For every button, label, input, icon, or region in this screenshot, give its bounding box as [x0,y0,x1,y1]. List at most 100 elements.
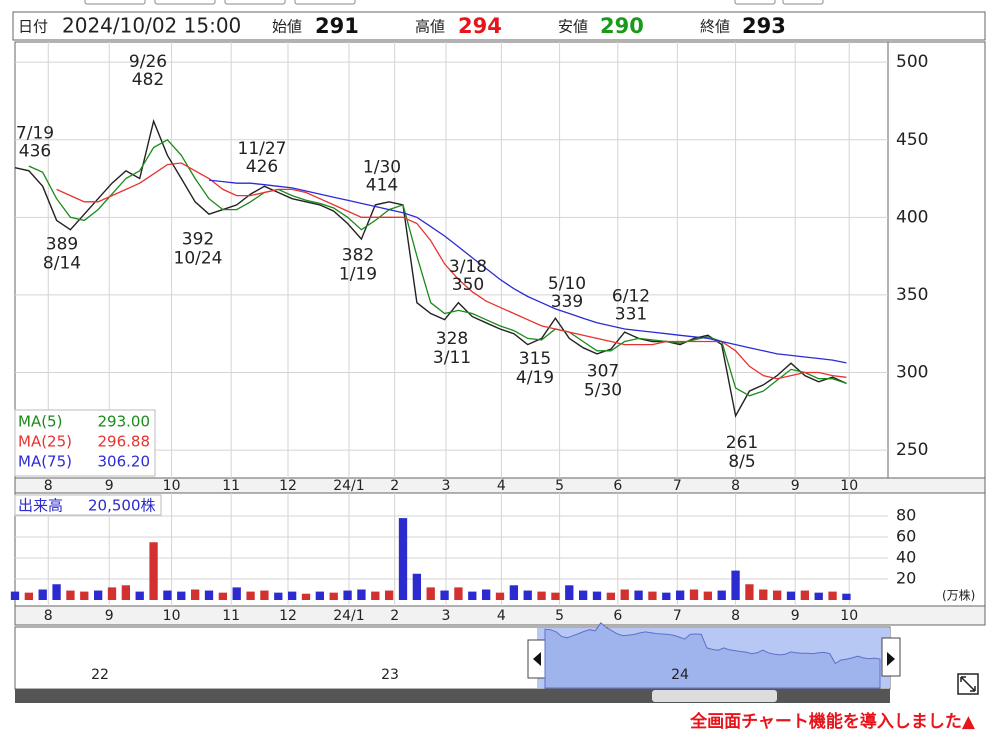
y-tick-label: 20 [896,569,916,588]
x-tick-label: 6 [613,478,622,494]
y-tick-label: 250 [896,440,928,460]
x-tick-label: 10 [163,478,181,494]
annotation-value: 482 [132,70,164,90]
volume-bar [80,591,89,600]
x-tick-label: 4 [497,478,506,494]
x-tick-label: 10 [840,608,858,624]
volume-bar [426,587,435,600]
tab-button[interactable] [84,0,146,5]
x-tick-label: 5 [555,478,564,494]
volume-bar [301,593,311,600]
legend-value: 293.00 [98,413,151,431]
tab-button[interactable] [294,0,356,5]
volume-bar [468,591,477,600]
volume-bar [149,542,158,600]
y-tick-label: 450 [896,130,928,150]
volume-bar [745,584,754,600]
volume-bar [329,592,338,600]
volume-bar [786,591,796,600]
y-tick-label: 400 [896,207,928,227]
volume-bar [662,592,671,600]
volume-bar [495,592,505,600]
volume-bar [565,585,574,600]
x-tick-label: 3 [441,478,450,494]
x-tick-label: 7 [673,608,682,624]
navigator-area [544,622,881,689]
annotation-value: 328 [436,329,468,349]
volume-bar [315,591,325,600]
x-tick-label: 10 [840,478,858,494]
volume-bar [204,590,214,600]
annotation-date: 3/18 [449,257,487,277]
field-label: 終値 [700,18,730,36]
arrow-icon [887,652,895,666]
volume-bar [163,590,172,600]
annotation-date: 10/24 [174,249,223,269]
zoom-button[interactable] [734,0,776,5]
annotation-value: 339 [551,292,583,312]
volume-bar [454,587,463,600]
x-tick-label: 9 [105,608,114,624]
annotation-date: 7/19 [16,123,54,143]
volume-bar [121,585,131,600]
expand-frame [957,673,979,695]
x-tick-label: 3 [441,608,450,624]
year-label: 22 [91,667,109,683]
volume-bar [606,592,616,600]
legend-name: MA(5) [18,413,62,431]
price-panel [14,41,986,479]
x-tick-label: 8 [731,478,740,494]
ma-line [28,138,847,397]
tab-button[interactable] [224,0,286,5]
ma-line [208,179,847,364]
volume-title-box [14,494,162,516]
volume-bar [634,590,643,600]
annotation-value: 436 [19,141,51,161]
volume-bar [551,592,560,600]
volume-bar [800,590,810,600]
legend-name: MA(75) [18,453,72,471]
annotation-date: 8/14 [43,253,81,273]
volume-bar [717,590,726,600]
volume-bar [440,590,449,600]
x-tick-label: 12 [279,478,297,494]
field-value: 294 [458,14,502,38]
volume-bar [578,590,588,600]
volume-bar [537,591,546,600]
volume-bar [107,587,117,600]
volume-subtitle: 20,500株 [88,497,156,515]
annotation-value: 382 [342,245,374,265]
x-tick-label: 2 [390,608,399,624]
volume-bar [52,584,61,600]
expand-icon[interactable] [957,673,979,695]
month-axis-band [14,605,986,626]
tab-button[interactable] [154,0,216,5]
annotation-date: 1/30 [363,158,401,178]
volume-bar [814,592,823,600]
volume-bar [620,589,629,600]
annotation-date: 4/19 [516,368,554,388]
date-value: 2024/10/02 15:00 [62,14,241,38]
field-value: 291 [315,14,359,38]
field-label: 安値 [558,18,588,36]
x-tick-label: 4 [497,608,506,624]
annotation-value: 350 [452,275,484,295]
volume-bar [592,591,602,600]
scrollbar-thumb[interactable] [652,690,777,702]
x-tick-label: 9 [791,478,800,494]
footer-notice[interactable]: 全画面チャート機能を導入しました▲ [689,711,976,732]
y-tick-label: 500 [896,52,928,72]
volume-bar [177,591,186,600]
volume-bar [689,589,699,600]
volume-bar [648,591,657,600]
volume-bar [135,591,144,600]
volume-bar [357,589,366,600]
x-tick-label: 24/1 [333,478,364,494]
volume-bar [703,591,713,600]
volume-bar [10,591,20,600]
x-tick-label: 6 [613,608,622,624]
volume-bar [371,591,380,600]
volume-bar [274,592,283,600]
zoom-button[interactable] [782,0,824,5]
